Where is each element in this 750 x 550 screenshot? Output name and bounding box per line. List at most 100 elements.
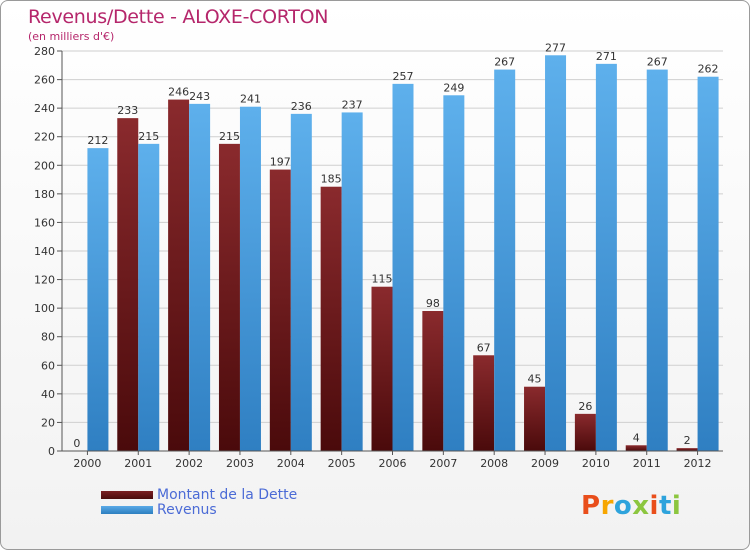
x-tick-label: 2002 [175,457,203,470]
bar-revenus-2000 [87,148,109,451]
x-axis: 2000 2001 2002 2003 2004 2005 2006 2007 2008 2009… [62,450,723,470]
data-label-dette-2002: 246 [168,86,189,99]
y-tick-label: 140 [34,245,55,258]
data-label-dette-2004: 197 [270,156,291,169]
x-tick-label: 2001 [124,457,152,470]
y-tick-label: 160 [34,216,55,229]
x-tick-label: 2012 [684,457,712,470]
bar-dette-2010 [574,413,596,451]
data-label-revenus-2000: 212 [87,134,108,147]
legend-label-revenus: Revenus [157,501,217,518]
bar-dette-2003 [218,143,240,451]
y-tick-label: 40 [41,388,55,401]
y-tick-label: 100 [34,302,55,315]
bar-dette-2011 [625,445,647,451]
x-tick-label: 2003 [226,457,254,470]
y-tick-label: 200 [34,159,55,172]
y-tick-label: 180 [34,188,55,201]
y-tick-label: 260 [34,74,55,87]
logo-letter: r [600,491,614,521]
data-label-dette-2001: 233 [117,104,138,117]
data-label-dette-2003: 215 [219,130,240,143]
bar-revenus-2002 [189,103,211,451]
data-label-dette-2006: 115 [372,273,393,286]
bar-revenus-2001 [138,143,160,451]
data-label-revenus-2011: 267 [647,56,668,69]
legend-swatch-dette [101,490,153,499]
bar-revenus-2005 [341,112,363,451]
data-label-revenus-2004: 236 [291,100,312,113]
logo-letter: i [671,491,682,521]
bars [87,55,719,452]
bar-dette-2009 [524,386,546,451]
data-label-revenus-2008: 267 [494,56,515,69]
bar-revenus-2004 [290,113,312,451]
y-tick-label: 120 [34,274,55,287]
bar-dette-2002 [168,99,190,452]
data-label-revenus-2012: 262 [698,63,719,76]
bar-dette-2007 [422,311,444,451]
x-tick-label: 2000 [73,457,101,470]
data-label-revenus-2007: 249 [443,81,464,94]
logo-letter: i [649,491,659,521]
data-label-revenus-2006: 257 [393,70,414,83]
y-tick-label: 280 [34,45,55,58]
y-tick-label: 80 [41,331,55,344]
x-tick-label: 2008 [480,457,508,470]
bar-revenus-2003 [239,106,261,451]
legend-label-dette: Montant de la Dette [157,486,298,503]
y-tick-label: 60 [41,359,55,372]
x-tick-label: 2005 [328,457,356,470]
bar-dette-2008 [473,355,495,451]
chart-title: Revenus/Dette - ALOXE-CORTON [28,6,329,28]
data-label-revenus-2009: 277 [545,41,566,54]
legend-item-revenus: Revenus [101,501,297,518]
bar-revenus-2011 [646,69,668,452]
x-tick-label: 2007 [429,457,457,470]
data-label-dette-2010: 26 [578,400,592,413]
bar-dette-2004 [269,169,291,452]
data-label-revenus-2001: 215 [138,130,159,143]
data-label-dette-2009: 45 [528,373,542,386]
bar-revenus-2009 [545,55,567,452]
proxiti-logo: Proxiti [581,491,681,521]
data-label-revenus-2005: 237 [342,98,363,111]
x-tick-label: 2010 [582,457,610,470]
bar-revenus-2007 [443,95,465,452]
data-label-dette-2007: 98 [426,297,440,310]
bar-revenus-2006 [392,83,414,451]
y-tick-label: 20 [41,416,55,429]
bar-dette-2012 [676,448,698,451]
x-tick-label: 2009 [531,457,559,470]
y-tick-label: 240 [34,102,55,115]
bar-dette-2005 [320,186,342,451]
chart-subtitle: (en milliers d'€) [28,30,115,43]
data-label-dette-2011: 4 [633,431,640,444]
legend: Montant de la Dette Revenus [101,486,298,518]
bar-revenus-2010 [595,63,617,451]
logo-letter: t [658,491,672,521]
logo-letter: P [581,491,601,521]
y-axis: 0 20 40 60 80 100 120 140 160 180 200 220 240 260 280 [34,45,63,458]
data-label-dette-2005: 185 [321,173,342,186]
bar-revenus-2012 [697,76,719,451]
legend-swatch-revenus [101,505,153,514]
y-tick-label: 220 [34,131,55,144]
x-tick-label: 2006 [379,457,407,470]
data-label-revenus-2002: 243 [189,90,210,103]
bar-dette-2006 [371,286,393,451]
logo-letter: o [613,491,633,521]
x-tick-label: 2004 [277,457,305,470]
data-label-dette-2012: 2 [684,434,691,447]
logo-letter: x [632,491,650,521]
bar-revenus-2008 [494,69,516,452]
data-label-dette-2008: 67 [477,341,491,354]
y-tick-label: 0 [48,445,55,458]
data-label-dette-2000: 0 [73,437,80,450]
legend-item-dette: Montant de la Dette [101,486,298,503]
x-tick-label: 2011 [633,457,661,470]
data-label-revenus-2003: 241 [240,93,261,106]
